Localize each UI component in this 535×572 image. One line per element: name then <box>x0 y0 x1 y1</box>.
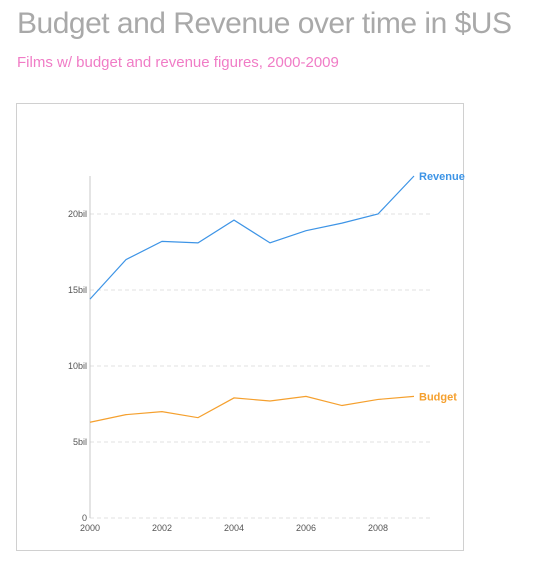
series-line-revenue <box>89 175 415 300</box>
x-tick-label: 2008 <box>368 523 388 533</box>
x-tick-label: 2000 <box>80 523 100 533</box>
y-tick-label: 15bil <box>68 285 87 295</box>
series-label-revenue: Revenue <box>419 171 465 183</box>
page-title: Budget and Revenue over time in $US <box>17 7 512 40</box>
x-tick-label: 2002 <box>152 523 172 533</box>
series-label-budget: Budget <box>419 391 457 403</box>
page-subtitle: Films w/ budget and revenue figures, 200… <box>17 54 339 71</box>
series-line-budget <box>89 395 415 423</box>
x-tick-label: 2004 <box>224 523 244 533</box>
x-tick-label: 2006 <box>296 523 316 533</box>
y-tick-label: 20bil <box>68 209 87 219</box>
y-tick-label: 0 <box>82 513 87 523</box>
y-tick-label: 10bil <box>68 361 87 371</box>
y-tick-label: 5bil <box>73 437 87 447</box>
line-chart: 0 5bil 10bil 15bil 20bil 2000 2002 2004 2006 2008… <box>68 171 465 533</box>
chart-frame: 0 5bil 10bil 15bil 20bil 2000 2002 2004 2006 2008… <box>16 103 465 551</box>
